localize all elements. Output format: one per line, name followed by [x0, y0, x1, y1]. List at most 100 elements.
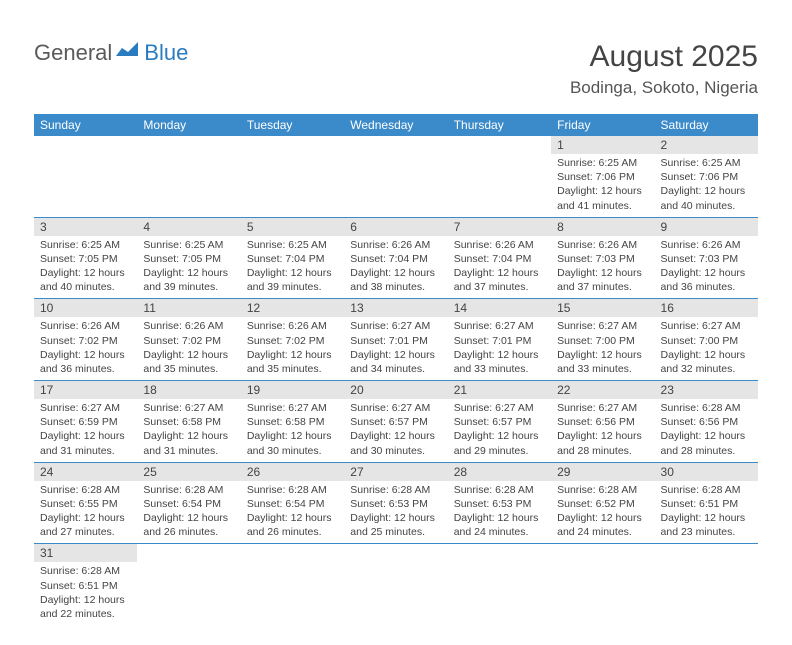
day-details: Sunrise: 6:27 AMSunset: 6:58 PMDaylight:…: [241, 399, 344, 462]
day-number: 23: [655, 381, 758, 399]
header: General Blue August 2025 Bodinga, Sokoto…: [34, 40, 758, 98]
day-number: 4: [137, 218, 240, 236]
calendar-cell: 7Sunrise: 6:26 AMSunset: 7:04 PMDaylight…: [448, 217, 551, 299]
day-details: Sunrise: 6:28 AMSunset: 6:53 PMDaylight:…: [448, 481, 551, 544]
day-number: 15: [551, 299, 654, 317]
calendar-cell: 29Sunrise: 6:28 AMSunset: 6:52 PMDayligh…: [551, 462, 654, 544]
flag-icon: [116, 40, 140, 66]
day-number: 31: [34, 544, 137, 562]
calendar-cell: [448, 136, 551, 217]
day-details: Sunrise: 6:27 AMSunset: 7:01 PMDaylight:…: [344, 317, 447, 380]
day-details: Sunrise: 6:27 AMSunset: 6:58 PMDaylight:…: [137, 399, 240, 462]
calendar-cell: 30Sunrise: 6:28 AMSunset: 6:51 PMDayligh…: [655, 462, 758, 544]
day-header: Tuesday: [241, 114, 344, 136]
calendar-cell: 9Sunrise: 6:26 AMSunset: 7:03 PMDaylight…: [655, 217, 758, 299]
calendar-cell: 4Sunrise: 6:25 AMSunset: 7:05 PMDaylight…: [137, 217, 240, 299]
calendar-cell: 14Sunrise: 6:27 AMSunset: 7:01 PMDayligh…: [448, 299, 551, 381]
calendar-cell: 6Sunrise: 6:26 AMSunset: 7:04 PMDaylight…: [344, 217, 447, 299]
calendar-row: 17Sunrise: 6:27 AMSunset: 6:59 PMDayligh…: [34, 381, 758, 463]
day-details: Sunrise: 6:26 AMSunset: 7:02 PMDaylight:…: [34, 317, 137, 380]
calendar-row: 10Sunrise: 6:26 AMSunset: 7:02 PMDayligh…: [34, 299, 758, 381]
calendar-cell: [448, 544, 551, 625]
day-details: Sunrise: 6:25 AMSunset: 7:05 PMDaylight:…: [137, 236, 240, 299]
logo: General Blue: [34, 40, 188, 66]
day-header: Wednesday: [344, 114, 447, 136]
day-details: Sunrise: 6:25 AMSunset: 7:04 PMDaylight:…: [241, 236, 344, 299]
day-details: Sunrise: 6:28 AMSunset: 6:54 PMDaylight:…: [137, 481, 240, 544]
day-number: 28: [448, 463, 551, 481]
day-details: Sunrise: 6:27 AMSunset: 6:59 PMDaylight:…: [34, 399, 137, 462]
calendar-cell: [344, 136, 447, 217]
day-number: 17: [34, 381, 137, 399]
calendar-cell: 10Sunrise: 6:26 AMSunset: 7:02 PMDayligh…: [34, 299, 137, 381]
calendar-cell: 2Sunrise: 6:25 AMSunset: 7:06 PMDaylight…: [655, 136, 758, 217]
day-details: Sunrise: 6:26 AMSunset: 7:04 PMDaylight:…: [344, 236, 447, 299]
calendar-cell: 28Sunrise: 6:28 AMSunset: 6:53 PMDayligh…: [448, 462, 551, 544]
day-number: 8: [551, 218, 654, 236]
day-details: Sunrise: 6:27 AMSunset: 6:57 PMDaylight:…: [344, 399, 447, 462]
day-number: 9: [655, 218, 758, 236]
day-number: 22: [551, 381, 654, 399]
day-number: 6: [344, 218, 447, 236]
day-number: 24: [34, 463, 137, 481]
calendar-cell: [655, 544, 758, 625]
day-details: Sunrise: 6:25 AMSunset: 7:05 PMDaylight:…: [34, 236, 137, 299]
calendar-cell: [241, 136, 344, 217]
calendar-cell: 12Sunrise: 6:26 AMSunset: 7:02 PMDayligh…: [241, 299, 344, 381]
day-number: 7: [448, 218, 551, 236]
day-details: Sunrise: 6:26 AMSunset: 7:02 PMDaylight:…: [137, 317, 240, 380]
calendar-cell: 1Sunrise: 6:25 AMSunset: 7:06 PMDaylight…: [551, 136, 654, 217]
day-number: 14: [448, 299, 551, 317]
day-details: Sunrise: 6:28 AMSunset: 6:53 PMDaylight:…: [344, 481, 447, 544]
calendar-cell: [241, 544, 344, 625]
calendar-row: 24Sunrise: 6:28 AMSunset: 6:55 PMDayligh…: [34, 462, 758, 544]
calendar-cell: [34, 136, 137, 217]
day-number: 2: [655, 136, 758, 154]
day-number: 19: [241, 381, 344, 399]
calendar-cell: [137, 544, 240, 625]
calendar-cell: 23Sunrise: 6:28 AMSunset: 6:56 PMDayligh…: [655, 381, 758, 463]
day-details: Sunrise: 6:26 AMSunset: 7:03 PMDaylight:…: [655, 236, 758, 299]
day-number: 29: [551, 463, 654, 481]
day-details: Sunrise: 6:26 AMSunset: 7:04 PMDaylight:…: [448, 236, 551, 299]
day-details: Sunrise: 6:28 AMSunset: 6:54 PMDaylight:…: [241, 481, 344, 544]
calendar-cell: 17Sunrise: 6:27 AMSunset: 6:59 PMDayligh…: [34, 381, 137, 463]
day-number: 13: [344, 299, 447, 317]
day-number: 10: [34, 299, 137, 317]
day-number: 30: [655, 463, 758, 481]
calendar-cell: 16Sunrise: 6:27 AMSunset: 7:00 PMDayligh…: [655, 299, 758, 381]
calendar-cell: 24Sunrise: 6:28 AMSunset: 6:55 PMDayligh…: [34, 462, 137, 544]
day-header: Friday: [551, 114, 654, 136]
day-details: Sunrise: 6:27 AMSunset: 7:00 PMDaylight:…: [655, 317, 758, 380]
calendar-cell: 18Sunrise: 6:27 AMSunset: 6:58 PMDayligh…: [137, 381, 240, 463]
logo-text-blue: Blue: [144, 40, 188, 66]
calendar-cell: [344, 544, 447, 625]
day-details: Sunrise: 6:26 AMSunset: 7:02 PMDaylight:…: [241, 317, 344, 380]
day-header: Monday: [137, 114, 240, 136]
day-number: 26: [241, 463, 344, 481]
day-details: Sunrise: 6:26 AMSunset: 7:03 PMDaylight:…: [551, 236, 654, 299]
day-number: 3: [34, 218, 137, 236]
day-details: Sunrise: 6:25 AMSunset: 7:06 PMDaylight:…: [655, 154, 758, 217]
location: Bodinga, Sokoto, Nigeria: [570, 78, 758, 98]
title-block: August 2025 Bodinga, Sokoto, Nigeria: [570, 40, 758, 98]
day-details: Sunrise: 6:28 AMSunset: 6:52 PMDaylight:…: [551, 481, 654, 544]
day-header: Saturday: [655, 114, 758, 136]
logo-text-general: General: [34, 40, 112, 66]
calendar-cell: 31Sunrise: 6:28 AMSunset: 6:51 PMDayligh…: [34, 544, 137, 625]
day-number: 11: [137, 299, 240, 317]
day-header: Sunday: [34, 114, 137, 136]
calendar-cell: 15Sunrise: 6:27 AMSunset: 7:00 PMDayligh…: [551, 299, 654, 381]
calendar-cell: 22Sunrise: 6:27 AMSunset: 6:56 PMDayligh…: [551, 381, 654, 463]
calendar-cell: 20Sunrise: 6:27 AMSunset: 6:57 PMDayligh…: [344, 381, 447, 463]
day-number: 5: [241, 218, 344, 236]
calendar-cell: 8Sunrise: 6:26 AMSunset: 7:03 PMDaylight…: [551, 217, 654, 299]
day-number: 18: [137, 381, 240, 399]
day-details: Sunrise: 6:28 AMSunset: 6:51 PMDaylight:…: [34, 562, 137, 625]
day-number: 27: [344, 463, 447, 481]
day-number: 21: [448, 381, 551, 399]
calendar-cell: 5Sunrise: 6:25 AMSunset: 7:04 PMDaylight…: [241, 217, 344, 299]
month-title: August 2025: [570, 40, 758, 74]
calendar-cell: 13Sunrise: 6:27 AMSunset: 7:01 PMDayligh…: [344, 299, 447, 381]
day-header-row: Sunday Monday Tuesday Wednesday Thursday…: [34, 114, 758, 136]
